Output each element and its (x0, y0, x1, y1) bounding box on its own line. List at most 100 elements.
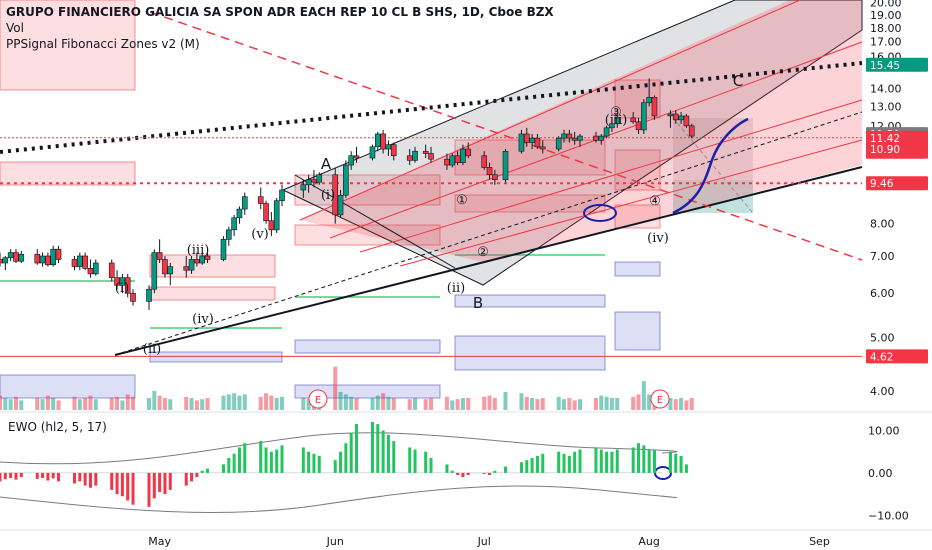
candle-body (231, 217, 237, 231)
candle-body (465, 148, 472, 157)
ewo-histogram-bar (301, 447, 305, 473)
earnings-marker (308, 389, 328, 409)
ewo-tick-label: 0.00 (868, 467, 893, 480)
price-tick-label: 18.00 (870, 22, 902, 35)
candle-body (236, 208, 243, 219)
wave-label: (iv) (647, 231, 669, 246)
volume-bar (567, 398, 572, 410)
candle-body (220, 239, 227, 260)
price-tick-label: 20.00 (870, 0, 902, 9)
candle-body (50, 248, 57, 266)
price-badge-label: 11.42 (870, 133, 900, 145)
candle-body (672, 113, 679, 121)
volume-bar (3, 398, 8, 410)
volume-bar (264, 393, 269, 410)
volume-bar (391, 398, 396, 410)
candle-body (348, 155, 354, 166)
volume-bar (482, 396, 487, 410)
ewo-histogram-bar (88, 472, 92, 488)
volume-bar (221, 395, 226, 410)
price-badge-label: 15.45 (870, 60, 900, 72)
fib-zone-red (294, 224, 441, 246)
wave-label: ① (456, 193, 468, 208)
ewo-histogram-bar (344, 443, 348, 473)
candle-body (486, 167, 493, 176)
ewo-histogram-bar (386, 434, 390, 473)
candle-body (199, 255, 205, 264)
volume-bar (280, 396, 285, 410)
ewo-histogram-bar (152, 472, 156, 499)
volume-bar (370, 398, 375, 410)
ewo-histogram-bar (126, 472, 130, 501)
candle-body (305, 179, 312, 186)
channel-line (399, 139, 863, 267)
candle-body (279, 189, 285, 202)
volume-bar (93, 399, 98, 410)
ewo-histogram-bar (120, 472, 124, 497)
volume-bar (131, 396, 136, 410)
fib-zone-blue (0, 374, 136, 399)
channel-red-band (300, 0, 862, 262)
ewo-legend[interactable]: EWO (hl2, 5, 17) (8, 420, 107, 434)
volume-bar (51, 398, 56, 410)
ewo-histogram-bar (605, 451, 609, 473)
ewo-histogram-bar (456, 472, 460, 475)
volume-bar (487, 395, 492, 410)
ewo-histogram-bar (450, 470, 454, 473)
fib-zone-blue (454, 335, 606, 371)
volume-bar (423, 399, 428, 410)
candle-body (146, 288, 152, 302)
time-tick-label: Jul (477, 535, 491, 548)
volume-bar (152, 390, 157, 410)
symbol-title[interactable]: GRUPO FINANCIERO GALICIA SA SPON ADR EAC… (6, 5, 554, 19)
ewo-histogram-bar (376, 424, 380, 473)
ewo-histogram-bar (227, 458, 231, 473)
volume-bar (35, 398, 40, 410)
candle-body (460, 148, 466, 163)
candle-body (162, 259, 168, 275)
ewo-histogram-bar (46, 472, 50, 481)
volume-bar (444, 396, 449, 410)
candle-body (561, 133, 567, 139)
ewo-histogram-bar (35, 472, 39, 479)
volume-bar (184, 396, 189, 410)
dotted-resistance (0, 61, 863, 154)
candle-body (337, 194, 344, 216)
ewo-histogram-bar (493, 470, 497, 473)
wave-label: (i) (115, 281, 129, 296)
indicator-legend[interactable]: PPSignal Fibonacci Zones v2 (M) (6, 37, 200, 51)
volume-bar (668, 398, 673, 410)
candle-body (539, 146, 546, 150)
volume-bar (386, 396, 391, 410)
candle-body (678, 115, 684, 121)
volume-bar (429, 398, 433, 410)
volume-bar (631, 396, 636, 410)
candle-body (630, 117, 636, 123)
volume-bar (530, 398, 535, 410)
time-tick-label: Jun (326, 535, 344, 548)
ewo-histogram-bar (424, 451, 428, 473)
candle-body (194, 259, 200, 264)
ewo-histogram-bar (94, 472, 98, 486)
candle-body (311, 179, 317, 183)
candles-layer (0, 78, 695, 310)
volume-bar (45, 395, 50, 410)
volume-bar (226, 394, 231, 410)
volume-legend[interactable]: Vol (6, 21, 24, 35)
volume-bar (0, 395, 2, 410)
candle-body (77, 255, 83, 267)
ewo-histogram-bar (339, 451, 343, 473)
ewo-histogram-bar (429, 458, 433, 473)
volume-bar (450, 400, 455, 410)
ewo-histogram-bar (408, 447, 412, 473)
volume-bar (572, 400, 577, 410)
ewo-histogram-bar (72, 472, 76, 484)
volume-bar (274, 398, 279, 410)
volume-bar (609, 398, 614, 410)
chart-legend: GRUPO FINANCIERO GALICIA SA SPON ADR EAC… (6, 4, 554, 52)
volume-bar (604, 396, 609, 410)
candle-body (55, 248, 62, 260)
candle-body (114, 277, 120, 286)
